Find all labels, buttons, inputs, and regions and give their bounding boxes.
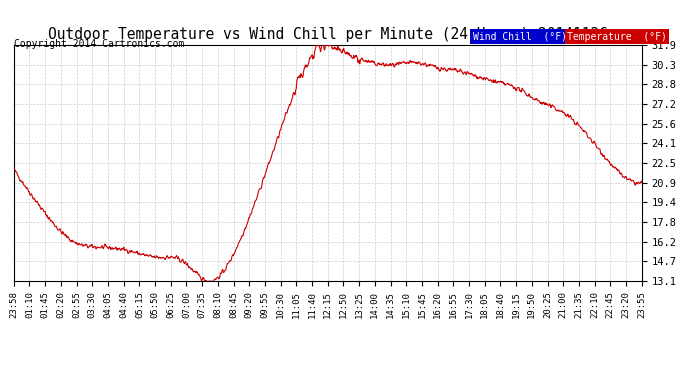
Text: Copyright 2014 Cartronics.com: Copyright 2014 Cartronics.com [14, 39, 184, 50]
Text: Temperature  (°F): Temperature (°F) [567, 32, 667, 42]
Text: Wind Chill  (°F): Wind Chill (°F) [473, 32, 566, 42]
Title: Outdoor Temperature vs Wind Chill per Minute (24 Hours) 20141126: Outdoor Temperature vs Wind Chill per Mi… [48, 27, 608, 42]
